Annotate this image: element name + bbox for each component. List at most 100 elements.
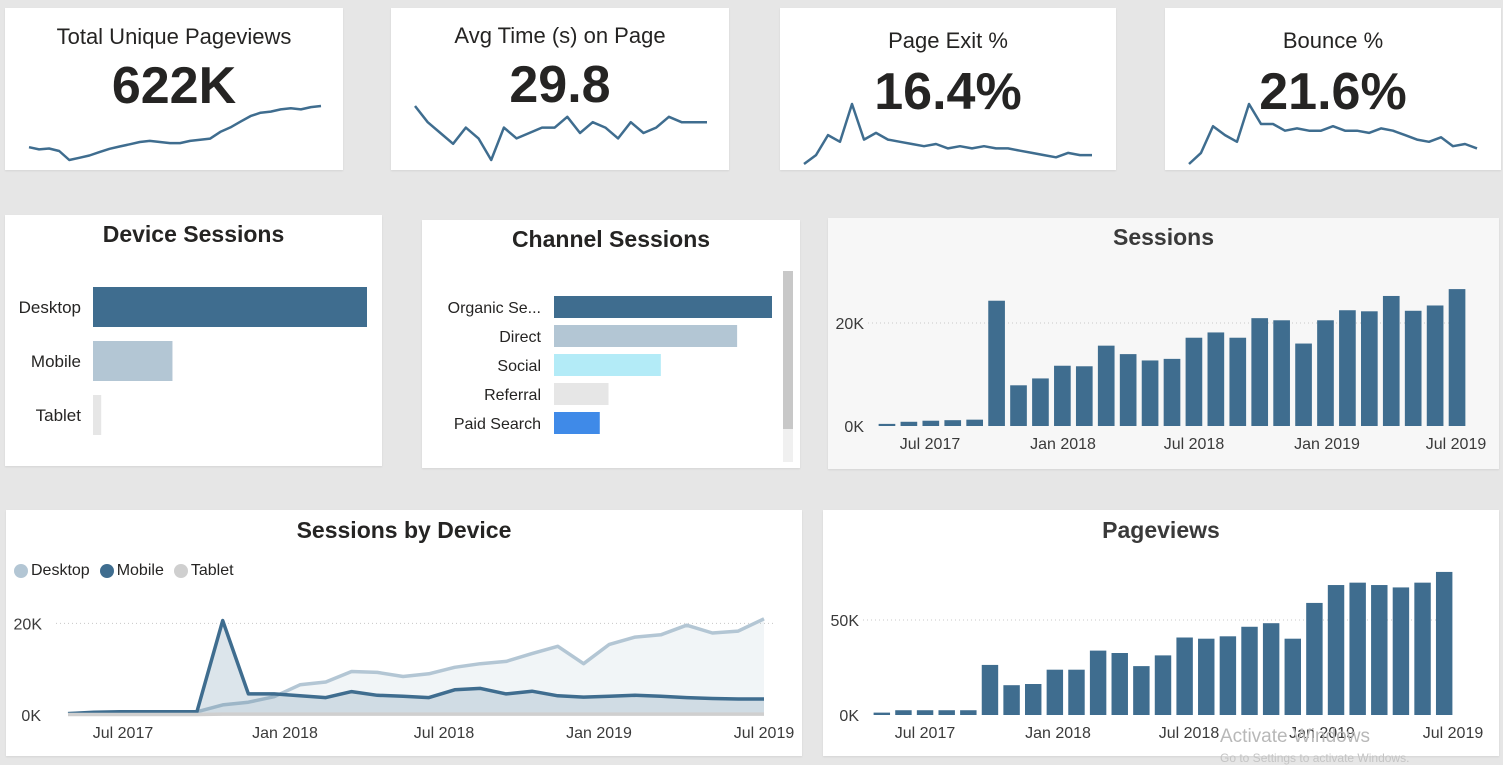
kpi-card-avg-time[interactable]: Avg Time (s) on Page 29.8 (391, 8, 729, 170)
bar[interactable] (1273, 320, 1290, 426)
x-tick-label: Jan 2019 (1294, 436, 1360, 453)
bar[interactable] (1142, 360, 1159, 426)
bar[interactable] (922, 421, 939, 426)
kpi-card-unique-pageviews[interactable]: Total Unique Pageviews 622K (5, 8, 343, 170)
bar[interactable] (1155, 655, 1171, 715)
bar[interactable] (554, 296, 772, 318)
bar[interactable] (93, 341, 172, 381)
bar[interactable] (966, 420, 983, 426)
bar[interactable] (917, 710, 933, 715)
bar[interactable] (1068, 670, 1084, 715)
x-tick-label: Jan 2019 (566, 725, 632, 742)
bar[interactable] (1098, 346, 1115, 426)
bar[interactable] (1328, 585, 1344, 715)
scrollbar-thumb[interactable] (783, 271, 793, 429)
x-tick-label: Jan 2018 (1030, 436, 1096, 453)
bar[interactable] (1054, 366, 1071, 426)
bar[interactable] (1306, 603, 1322, 715)
kpi-title: Avg Time (s) on Page (391, 23, 729, 49)
bar[interactable] (1090, 651, 1106, 715)
sparkline-path (804, 104, 1092, 164)
bar[interactable] (1349, 583, 1365, 715)
bar[interactable] (1047, 670, 1063, 715)
bar[interactable] (1186, 338, 1203, 426)
bar[interactable] (93, 287, 367, 327)
bar[interactable] (1436, 572, 1452, 715)
sessions-by-device-card[interactable]: Sessions by Device Desktop Mobile Tablet… (6, 510, 802, 756)
bar[interactable] (1032, 378, 1049, 426)
kpi-title: Page Exit % (780, 28, 1116, 54)
bar[interactable] (554, 383, 609, 405)
sparkline-path (29, 106, 321, 160)
bar[interactable] (1449, 289, 1466, 426)
bar[interactable] (982, 665, 998, 715)
x-tick-label: Jul 2017 (895, 725, 956, 742)
bar[interactable] (1251, 318, 1268, 426)
bar-label: Direct (499, 329, 541, 346)
kpi-title: Bounce % (1165, 28, 1501, 54)
bar[interactable] (1198, 639, 1214, 715)
x-tick-label: Jul 2019 (1423, 725, 1484, 742)
bar[interactable] (988, 301, 1005, 426)
bar[interactable] (895, 710, 911, 715)
bar[interactable] (554, 354, 661, 376)
bar[interactable] (1371, 585, 1387, 715)
bar[interactable] (93, 395, 101, 435)
bar[interactable] (1361, 311, 1378, 426)
bar[interactable] (1164, 359, 1181, 426)
bar[interactable] (1317, 320, 1334, 426)
bar[interactable] (1427, 305, 1444, 426)
bar[interactable] (1241, 627, 1257, 715)
bar-label: Mobile (31, 352, 81, 371)
bar-label: Paid Search (454, 416, 541, 433)
chart-title: Channel Sessions (422, 226, 800, 253)
bar[interactable] (1405, 311, 1422, 426)
bar[interactable] (938, 710, 954, 715)
bar[interactable] (554, 325, 737, 347)
y-tick-label: 20K (836, 316, 865, 333)
x-tick-label: Jul 2018 (1159, 725, 1220, 742)
bar[interactable] (1208, 332, 1225, 426)
bar[interactable] (1229, 338, 1246, 426)
bar[interactable] (874, 713, 890, 715)
kpi-card-bounce[interactable]: Bounce % 21.6% (1165, 8, 1501, 170)
bar[interactable] (1295, 344, 1312, 426)
bar[interactable] (1076, 366, 1093, 426)
bar[interactable] (1003, 685, 1019, 715)
x-tick-label: Jul 2019 (734, 725, 795, 742)
y-tick-label: 0K (844, 419, 864, 436)
bar[interactable] (960, 710, 976, 715)
bar[interactable] (1010, 385, 1027, 426)
bar[interactable] (1285, 639, 1301, 715)
bar[interactable] (1383, 296, 1400, 426)
bar[interactable] (1414, 583, 1430, 715)
bar[interactable] (1393, 587, 1409, 715)
bar[interactable] (1176, 638, 1192, 716)
kpi-sparkline (27, 100, 323, 164)
bar[interactable] (1112, 653, 1128, 715)
bar[interactable] (554, 412, 600, 434)
bar[interactable] (1120, 354, 1137, 426)
bar[interactable] (1025, 684, 1041, 715)
bar[interactable] (1220, 636, 1236, 715)
x-tick-label: Jul 2017 (93, 725, 154, 742)
bar[interactable] (1263, 623, 1279, 715)
bar[interactable] (901, 422, 918, 426)
bar[interactable] (879, 424, 896, 426)
activate-windows-watermark: Activate Windows (1220, 726, 1370, 748)
kpi-card-page-exit[interactable]: Page Exit % 16.4% (780, 8, 1116, 170)
bar[interactable] (1133, 666, 1149, 715)
bar[interactable] (944, 420, 961, 426)
x-tick-label: Jan 2018 (1025, 725, 1091, 742)
scrollbar-track[interactable] (783, 271, 793, 462)
bar[interactable] (1339, 310, 1356, 426)
